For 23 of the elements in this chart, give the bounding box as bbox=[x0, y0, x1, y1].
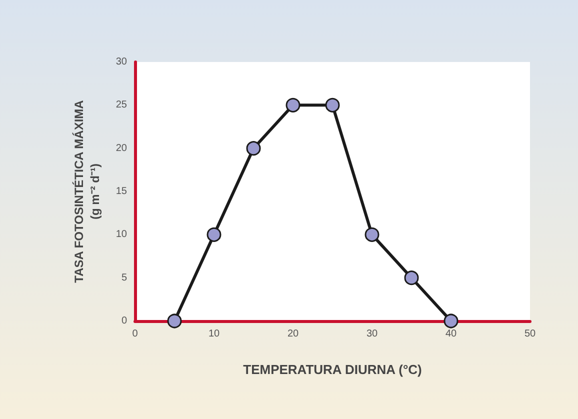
y-tick-label: 10 bbox=[116, 229, 128, 240]
x-axis-title: TEMPERATURA DIURNA (°C) bbox=[243, 362, 422, 377]
point bbox=[286, 98, 300, 112]
y-tick-label: 15 bbox=[116, 186, 128, 197]
point bbox=[325, 98, 340, 112]
x-tick-label: 10 bbox=[208, 328, 220, 340]
x-tick-label: 30 bbox=[366, 328, 378, 340]
y-tick-label: 20 bbox=[116, 142, 128, 154]
point bbox=[167, 314, 182, 328]
y-tick-label: 0 bbox=[121, 316, 128, 326]
y-tick-label: 30 bbox=[116, 56, 128, 68]
y-tick-label: 25 bbox=[116, 100, 128, 111]
x-tick-label: 0 bbox=[132, 328, 138, 340]
y-tick-label: 5 bbox=[121, 272, 128, 284]
point bbox=[404, 270, 419, 286]
point bbox=[364, 227, 380, 242]
y-axis-title: TASA FOTOSINTÉTICA MÁXIMA (g m⁻² d⁻¹) bbox=[72, 100, 102, 283]
point bbox=[246, 141, 261, 156]
x-tick-label: 40 bbox=[445, 328, 457, 340]
point bbox=[206, 227, 222, 242]
x-tick-label: 20 bbox=[287, 328, 299, 340]
x-tick-label: 50 bbox=[524, 328, 536, 340]
point bbox=[444, 314, 458, 328]
